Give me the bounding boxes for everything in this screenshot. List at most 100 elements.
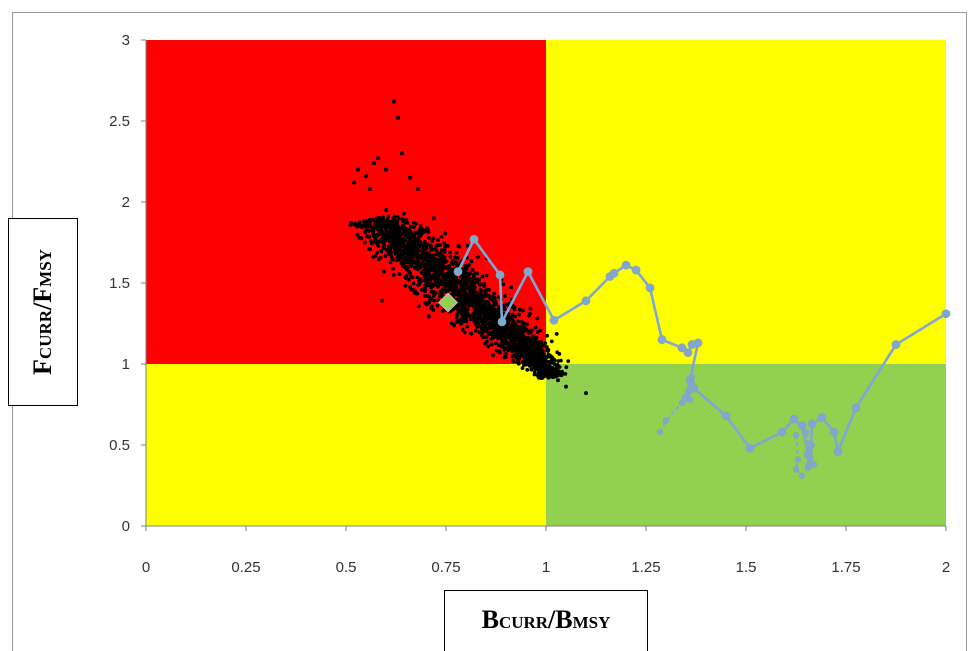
- trajectory-point: [678, 399, 686, 407]
- projection-point: [560, 371, 565, 376]
- projection-point: [564, 384, 568, 389]
- projection-point: [481, 321, 486, 326]
- projection-point: [484, 299, 489, 304]
- projection-point: [432, 260, 437, 265]
- projection-point: [534, 367, 539, 371]
- projection-point: [465, 285, 470, 290]
- y-tick-label: 2.5: [109, 113, 130, 130]
- projection-point: [468, 276, 472, 281]
- projection-point: [427, 300, 431, 305]
- projection-point: [508, 316, 512, 321]
- projection-point: [551, 366, 556, 371]
- projection-point: [489, 342, 494, 347]
- projection-point: [408, 271, 413, 276]
- projection-point: [458, 284, 463, 289]
- trajectory-point: [688, 380, 696, 387]
- projection-point: [473, 315, 478, 320]
- x-axis-label-sub: CURR: [498, 613, 549, 632]
- projection-point: [423, 300, 428, 305]
- projection-point: [491, 353, 496, 358]
- projection-point: [422, 293, 427, 298]
- projection-point: [468, 331, 473, 336]
- projection-point: [473, 311, 478, 316]
- projection-point: [463, 264, 468, 268]
- projection-point: [515, 346, 520, 351]
- projection-point: [467, 314, 472, 318]
- projection-point: [396, 216, 401, 221]
- projection-point: [472, 320, 477, 325]
- projection-point: [469, 282, 474, 287]
- projection-point: [435, 272, 440, 277]
- zone-2: [146, 364, 546, 526]
- projection-point: [552, 361, 557, 366]
- projection-point: [493, 320, 498, 325]
- projection-point: [480, 274, 485, 279]
- projection-point: [491, 304, 496, 309]
- projection-point: [421, 253, 426, 258]
- projection-point: [415, 250, 420, 255]
- projection-point: [534, 345, 539, 350]
- projection-point: [394, 258, 399, 263]
- projection-point: [511, 359, 516, 364]
- projection-point: [523, 361, 528, 366]
- projection-point: [486, 322, 491, 327]
- projection-point: [482, 282, 487, 286]
- projection-point: [473, 328, 478, 333]
- projection-point: [555, 362, 560, 367]
- projection-point: [367, 218, 372, 222]
- projection-point: [503, 294, 507, 299]
- projection-point: [421, 247, 425, 252]
- projection-point: [533, 341, 538, 346]
- projection-point: [509, 285, 514, 290]
- trajectory-point: [806, 454, 814, 462]
- projection-point: [422, 239, 427, 244]
- projection-point: [380, 217, 384, 222]
- projection-point: [532, 372, 537, 377]
- projection-point: [415, 259, 420, 264]
- projection-point: [516, 319, 521, 324]
- projection-point: [440, 263, 445, 268]
- projection-point: [547, 374, 552, 379]
- projection-point: [400, 151, 404, 156]
- projection-point: [540, 359, 545, 364]
- projection-point: [535, 348, 540, 353]
- trajectory-point: [797, 421, 807, 430]
- projection-point: [386, 230, 391, 235]
- projection-point: [435, 303, 440, 308]
- projection-point: [550, 375, 555, 380]
- projection-point: [382, 269, 386, 274]
- x-tick-label: 0.75: [431, 559, 460, 576]
- y-axis-label-sep: /: [28, 302, 57, 310]
- projection-point: [543, 341, 548, 346]
- projection-point: [520, 308, 525, 313]
- projection-point: [432, 298, 436, 303]
- projection-point: [352, 180, 356, 185]
- projection-point: [446, 266, 450, 270]
- projection-points: [348, 99, 588, 396]
- projection-point: [510, 312, 515, 317]
- projection-point: [584, 391, 588, 396]
- projection-point: [431, 308, 436, 312]
- projection-point: [517, 307, 522, 312]
- trajectory-point: [721, 411, 731, 421]
- projection-point: [496, 336, 500, 341]
- projection-point: [487, 326, 492, 330]
- projection-point: [454, 250, 459, 255]
- projection-point: [496, 333, 501, 337]
- projection-point: [403, 265, 408, 270]
- trajectory-point: [807, 419, 817, 429]
- projection-point: [525, 367, 530, 372]
- projection-point: [422, 267, 427, 272]
- projection-point: [430, 275, 434, 280]
- projection-point: [397, 227, 402, 232]
- projection-point: [528, 306, 533, 311]
- projection-point: [471, 304, 476, 309]
- projection-point: [438, 291, 443, 296]
- zone-1: [546, 40, 946, 364]
- projection-point: [429, 296, 434, 301]
- projection-point: [471, 290, 476, 295]
- projection-point: [442, 250, 447, 254]
- projection-point: [566, 359, 571, 363]
- projection-point: [394, 221, 399, 225]
